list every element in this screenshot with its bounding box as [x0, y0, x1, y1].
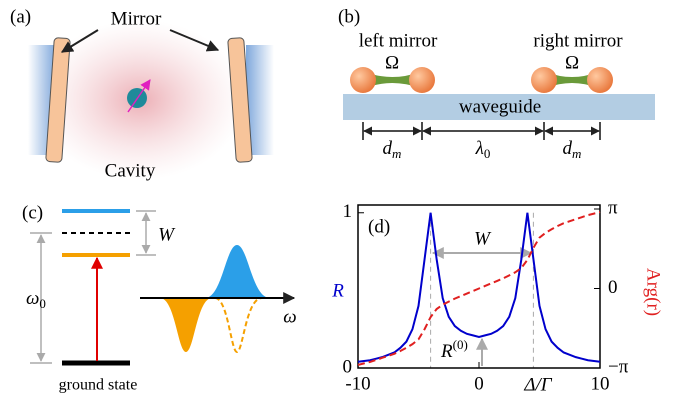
sphere	[409, 67, 435, 93]
panel-a: (a) Mirror Cavity	[10, 6, 274, 181]
dm-label: dm	[383, 138, 402, 161]
r0-annotation: R(0)	[440, 337, 468, 362]
right-mirror	[227, 37, 253, 163]
mirror-label: Mirror	[111, 8, 162, 29]
superscript: (0)	[453, 337, 468, 352]
y2-axis-label: Arg(r)	[643, 268, 664, 316]
y2-tick-label: −π	[608, 356, 629, 377]
dipole-arrow	[127, 79, 151, 113]
emission-peak	[142, 245, 270, 298]
dip-dashed	[214, 297, 263, 354]
subscript: 0	[39, 296, 46, 311]
x-tick-label: -10	[345, 373, 370, 394]
arrow	[169, 29, 220, 52]
ground-label: ground state	[59, 377, 138, 394]
right-mirror-label: right mirror	[533, 30, 623, 51]
x-axis-label: Δ/Γ	[523, 374, 552, 395]
symbol: d	[563, 138, 573, 159]
symbol: ω	[26, 288, 39, 309]
left-mirror-label: left mirror	[359, 30, 438, 51]
subscript: 0	[484, 146, 491, 161]
cavity-label: Cavity	[105, 160, 156, 181]
subscript: m	[392, 146, 401, 161]
omega-label: ω	[283, 306, 296, 327]
panel-b: (b) left mirror right mirror Ω Ω wavegui…	[338, 6, 655, 161]
dm-label: dm	[563, 138, 582, 161]
symbol: d	[383, 138, 393, 159]
w-annotation: W	[474, 228, 492, 249]
panel-label: (a)	[10, 6, 31, 27]
waveguide-label: waveguide	[459, 96, 541, 117]
omega0-label: ω0	[26, 288, 46, 311]
dimensions	[362, 122, 601, 140]
y-tick-label: 1	[343, 201, 353, 222]
omega-label: Ω	[565, 52, 579, 73]
w-label: W	[158, 224, 176, 245]
arrow	[60, 29, 99, 53]
omega-label: Ω	[385, 52, 399, 73]
y2-tick-label: π	[608, 197, 618, 218]
waveguide	[343, 94, 655, 120]
y-axis-label: R	[331, 280, 344, 301]
bridge	[365, 72, 420, 88]
bridge	[546, 72, 598, 88]
sphere	[531, 67, 557, 93]
panel-c: (c) W ω0 ω ground state	[22, 202, 297, 393]
dip	[142, 298, 212, 352]
lambda-label: λ0	[475, 138, 491, 161]
series-line	[357, 212, 601, 363]
panel-label: (c)	[22, 202, 43, 223]
sphere	[350, 67, 376, 93]
sphere	[587, 67, 613, 93]
x-tick-label: 10	[591, 373, 610, 394]
left-mirror	[45, 37, 71, 163]
panel-label: (b)	[338, 6, 360, 27]
y2-tick-label: 0	[608, 277, 618, 298]
panel-label: (d)	[368, 216, 390, 237]
symbol: λ	[475, 138, 484, 159]
y-tick-label: 0	[343, 356, 353, 377]
series-line	[357, 211, 601, 366]
x-tick-label: 0	[474, 373, 484, 394]
subscript: m	[572, 146, 581, 161]
symbol: R	[440, 341, 453, 362]
